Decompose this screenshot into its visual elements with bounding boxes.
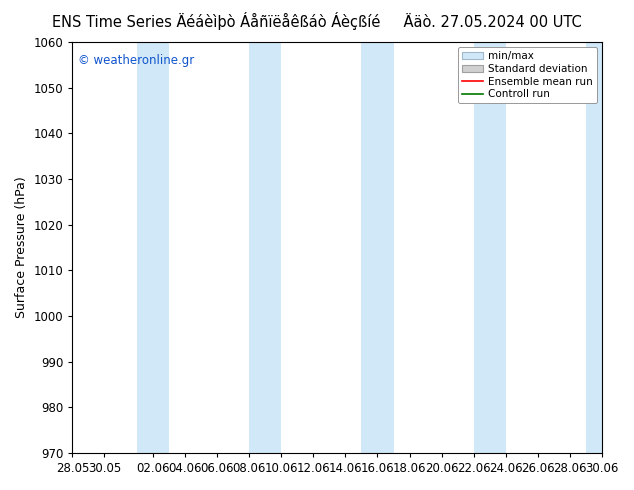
Bar	[249, 42, 281, 453]
Text: © weatheronline.gr: © weatheronline.gr	[77, 54, 194, 68]
Y-axis label: Surface Pressure (hPa): Surface Pressure (hPa)	[15, 176, 28, 318]
Bar	[586, 42, 602, 453]
Bar	[136, 42, 169, 453]
Legend: min/max, Standard deviation, Ensemble mean run, Controll run: min/max, Standard deviation, Ensemble me…	[458, 47, 597, 103]
Text: ENS Time Series Äéáèìþò Áåñïëåêßáò Áèçßíé     Ääò. 27.05.2024 00 UTC: ENS Time Series Äéáèìþò Áåñïëåêßáò Áèçßí…	[52, 12, 582, 30]
Bar	[361, 42, 394, 453]
Bar	[474, 42, 506, 453]
